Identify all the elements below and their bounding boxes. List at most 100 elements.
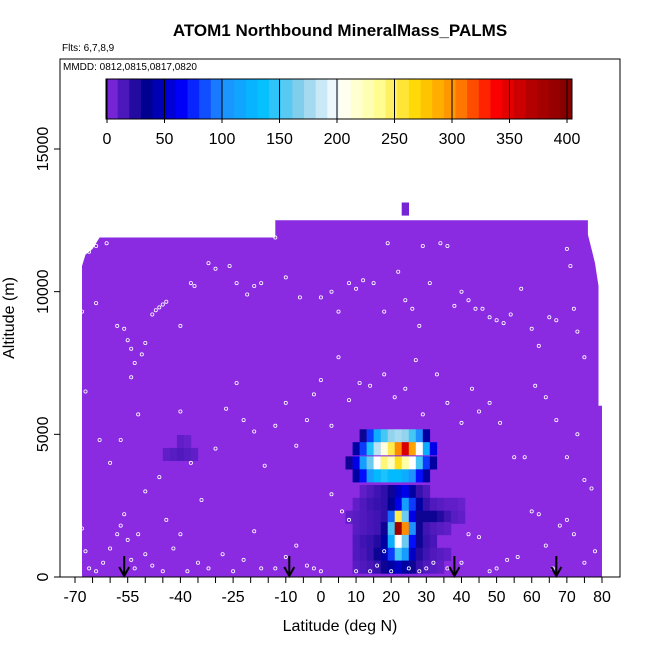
sample-point (160, 302, 165, 307)
sample-point (589, 486, 594, 491)
heatmap-cell (380, 469, 388, 483)
sample-point (283, 275, 288, 280)
sample-point (554, 418, 559, 423)
heatmap-cell (422, 429, 431, 443)
sample-point (466, 532, 471, 537)
heatmap-cell (429, 522, 438, 536)
heatmap-cell (352, 456, 360, 470)
heatmap-cell (429, 442, 438, 456)
sample-point (459, 289, 464, 294)
y-tick-label: 5000 (35, 416, 52, 452)
flight-arrows (118, 556, 563, 579)
colorbar-segment (315, 79, 328, 119)
heatmap-cell (450, 510, 459, 524)
heatmap-cell (387, 522, 395, 536)
colorbar-segment (140, 79, 153, 119)
sample-point (143, 552, 148, 557)
heatmap-cell (373, 534, 381, 548)
colorbar-segment (502, 79, 515, 119)
heatmap-cell (380, 456, 388, 470)
heatmap-cell (422, 547, 431, 561)
colorbar-segment (164, 79, 177, 119)
sample-point (357, 380, 362, 385)
sample-point (199, 497, 204, 502)
heatmap-cell (408, 442, 417, 456)
sample-point (83, 389, 88, 394)
sample-point (234, 281, 239, 286)
heatmap-cell (394, 442, 402, 456)
heatmap-cell (366, 534, 374, 548)
sample-point (522, 455, 527, 460)
heatmap-cell (408, 510, 417, 524)
sample-point (368, 569, 373, 574)
sample-point (346, 281, 351, 286)
heatmap-cell (359, 547, 367, 561)
heatmap-cell (359, 442, 367, 456)
colorbar-segment (269, 79, 282, 119)
sample-point (231, 569, 236, 574)
heatmap-cell (352, 469, 360, 483)
sample-point (125, 338, 130, 343)
sample-point (259, 281, 264, 286)
colorbar-segment (327, 79, 340, 119)
heatmap-cell (387, 429, 395, 443)
sample-point (227, 263, 232, 268)
x-tick-label: -10 (274, 589, 297, 606)
sample-point (143, 340, 148, 345)
heatmap-cell (401, 497, 409, 511)
heatmap-cell (380, 510, 388, 524)
heatmap-cell (429, 456, 438, 470)
sample-point (466, 298, 471, 303)
heatmap-cell (394, 456, 402, 470)
sample-point (434, 372, 439, 377)
colorbar-tick-label: 200 (324, 131, 351, 148)
sample-point (122, 512, 127, 517)
sample-point (476, 535, 481, 540)
heatmap-cell (169, 447, 178, 461)
sample-point (431, 560, 436, 565)
heatmap-cell (394, 547, 402, 561)
sample-point (178, 323, 183, 328)
heatmap-cell (394, 497, 402, 511)
sample-point (192, 283, 197, 288)
heatmap-cell (380, 497, 388, 511)
x-tick-label: -55 (116, 589, 139, 606)
heatmap-cell (415, 429, 424, 443)
sample-point (336, 309, 341, 314)
heatmap-cell (422, 534, 431, 548)
colorbar: 0 50 100 150 200 250 300 350 400 (103, 78, 580, 148)
heatmap-cell (443, 547, 452, 561)
colorbar-segment (373, 79, 386, 119)
sample-point (136, 412, 141, 417)
sample-point (259, 566, 264, 571)
sample-point (571, 532, 576, 537)
sample-point (564, 517, 569, 522)
heatmap-cell (394, 522, 402, 536)
heatmap-cell (359, 456, 367, 470)
heatmap-cell (366, 442, 374, 456)
heatmap-cell (415, 497, 424, 511)
sample-point (329, 289, 334, 294)
heatmap-cell (373, 485, 381, 499)
sample-point (76, 432, 81, 437)
colorbar-segment (478, 79, 491, 119)
sample-point (125, 537, 130, 542)
sample-point (593, 549, 598, 554)
sample-point (252, 283, 257, 288)
sample-point (396, 269, 401, 274)
sample-point (361, 278, 366, 283)
sample-point (122, 326, 127, 331)
heatmap-cell (387, 456, 395, 470)
heatmap-cell (380, 485, 388, 499)
sample-point (132, 360, 137, 365)
heatmap-cell (387, 510, 395, 524)
sample-point (160, 569, 165, 574)
y-tick-label: 0 (35, 572, 52, 581)
heatmap-cell (408, 485, 417, 499)
sample-point (262, 463, 267, 468)
sample-point (417, 323, 422, 328)
sample-point (382, 309, 387, 314)
heatmap-cell (359, 429, 367, 443)
sample-point (564, 246, 569, 251)
heatmap-cell (415, 560, 424, 574)
